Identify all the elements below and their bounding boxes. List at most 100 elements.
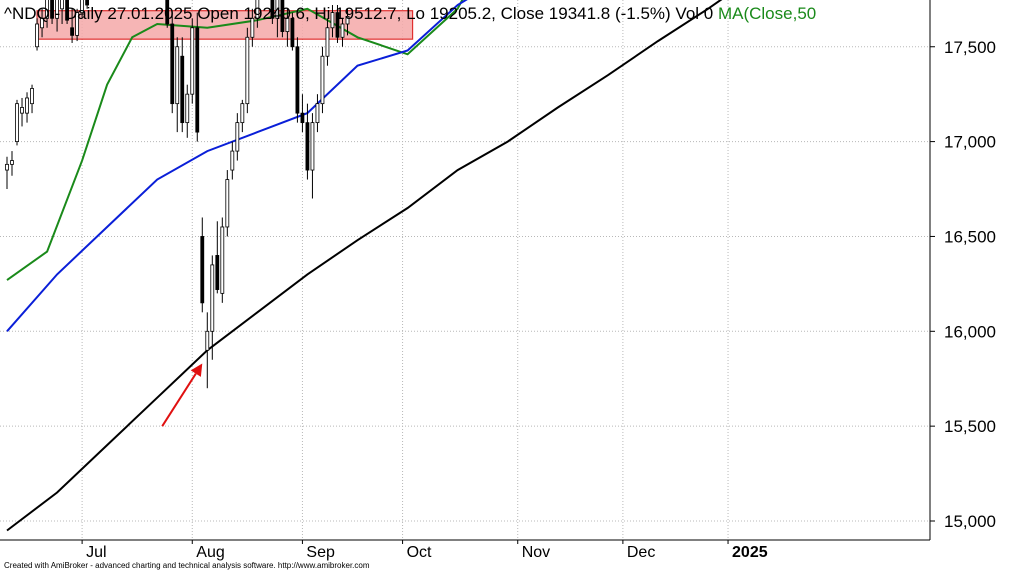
- candle: [190, 18, 195, 104]
- y-tick-label: 16,000: [944, 322, 996, 341]
- candle-body: [305, 122, 310, 171]
- candle: [5, 156, 9, 190]
- chart-header: ^NDQ - Daily 27.01.2025 Open 19240.6, Hi…: [4, 4, 816, 23]
- x-tick-label: Sep: [306, 544, 335, 561]
- candle: [320, 46, 325, 114]
- candle-body: [255, 0, 260, 19]
- candle: [45, 0, 49, 28]
- candle: [225, 170, 230, 237]
- candle-body: [285, 17, 290, 32]
- candle-body: [210, 264, 215, 332]
- candle: [230, 141, 235, 180]
- candle: [315, 94, 320, 133]
- candle: [180, 37, 185, 133]
- x-tick-label: Oct: [407, 544, 432, 561]
- candle-body: [20, 107, 24, 114]
- candle-body: [280, 0, 285, 32]
- candle: [285, 8, 290, 47]
- candle: [215, 221, 220, 294]
- candle: [75, 8, 80, 42]
- candle-body: [290, 17, 295, 48]
- candle: [65, 0, 69, 24]
- candle-body: [10, 160, 14, 165]
- candle-body: [55, 0, 59, 19]
- candle: [235, 113, 240, 161]
- candle-body: [205, 330, 210, 351]
- candle: [200, 217, 205, 313]
- candle-body: [225, 179, 230, 228]
- y-axis: 15,00015,50016,00016,50017,00017,50018,0…: [930, 38, 996, 531]
- candle-body: [50, 0, 54, 19]
- header-ohlc: - Daily 27.01.2025 Open 19240.6, Hi 1951…: [55, 4, 714, 23]
- candle: [10, 151, 14, 176]
- ma-line-ma100: [6, 0, 468, 332]
- candle-body: [190, 27, 195, 95]
- candle-body: [65, 0, 69, 21]
- candle-body: [300, 112, 305, 124]
- trend-arrow-shaft: [161, 373, 197, 427]
- candle: [220, 217, 225, 303]
- header-symbol: ^NDQ: [4, 4, 50, 23]
- candle-body: [80, 0, 85, 14]
- ma-line-ma50: [6, 0, 464, 281]
- candle-body: [310, 122, 315, 171]
- candle: [185, 84, 190, 138]
- candle: [305, 103, 310, 180]
- candle-body: [235, 122, 240, 152]
- candle-body: [45, 0, 49, 19]
- candle-body: [325, 27, 330, 57]
- x-axis: Jul Aug Sep Oct Nov Dec 2025: [81, 540, 768, 561]
- candle: [30, 84, 34, 114]
- candle-body: [275, 0, 280, 19]
- candle-body: [195, 27, 200, 133]
- trend-arrows: [161, 363, 203, 427]
- trend-arrow-head: [190, 363, 203, 377]
- ma-line-ma200: [6, 0, 723, 532]
- candle: [35, 18, 39, 51]
- candle-body: [330, 12, 335, 29]
- candle-body: [180, 55, 185, 124]
- candle: [210, 255, 215, 360]
- footer-credit: Created with AmiBroker - advanced charti…: [4, 561, 370, 570]
- candle-body: [70, 27, 74, 36]
- candle-body: [230, 150, 235, 171]
- candle-body: [270, 0, 275, 19]
- candle: [255, 0, 260, 28]
- y-tick-label: 15,500: [944, 417, 996, 436]
- candle: [40, 8, 44, 38]
- candle-body: [250, 17, 255, 38]
- candle: [310, 113, 315, 199]
- candle: [295, 37, 300, 123]
- candle-body: [30, 88, 34, 105]
- candle-body: [245, 36, 250, 105]
- candle: [20, 97, 24, 127]
- candle-body: [175, 46, 180, 105]
- y-tick-label: 16,500: [944, 227, 996, 246]
- y-tick-label: 15,000: [944, 512, 996, 531]
- x-tick-label: Dec: [627, 544, 655, 561]
- y-tick-label: 17,500: [944, 38, 996, 57]
- candle: [340, 18, 345, 47]
- candle-body: [320, 55, 325, 105]
- x-tick-label: Nov: [522, 544, 550, 561]
- candle-body: [5, 163, 9, 171]
- candle: [70, 8, 74, 43]
- candle-body: [85, 0, 90, 6]
- candle: [25, 92, 29, 123]
- header-ma-label: MA(Close,50: [718, 4, 816, 23]
- candle-body: [60, 0, 64, 10]
- candle-body: [200, 236, 205, 304]
- candle-body: [335, 12, 340, 38]
- plot-background: [0, 0, 930, 540]
- x-tick-label: Jul: [86, 544, 106, 561]
- y-tick-label: 17,000: [944, 133, 996, 152]
- candlesticks: [5, 0, 350, 389]
- candle: [205, 312, 210, 389]
- candle: [275, 0, 280, 38]
- candle: [165, 0, 170, 28]
- candle: [60, 0, 64, 24]
- candle-body: [15, 103, 19, 143]
- candle: [50, 0, 54, 24]
- candle: [175, 37, 180, 133]
